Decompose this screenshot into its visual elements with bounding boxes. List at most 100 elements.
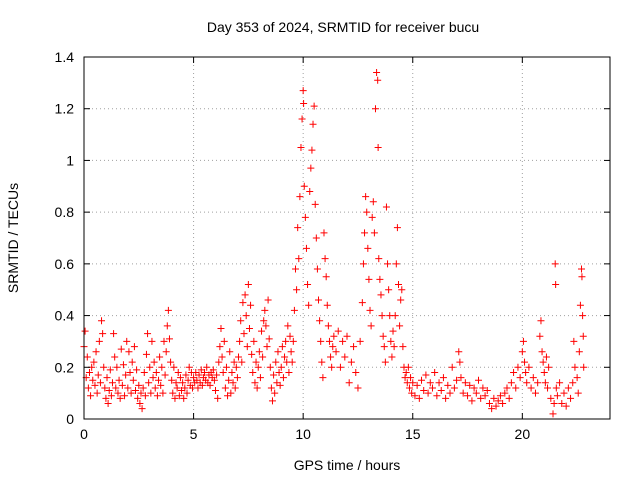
data-point-plus <box>529 374 537 382</box>
data-point-plus <box>305 301 313 309</box>
data-point-plus <box>389 327 397 335</box>
data-point-plus <box>392 260 400 268</box>
data-point-plus <box>241 291 249 299</box>
data-point-plus <box>494 397 502 405</box>
data-point-plus <box>422 371 430 379</box>
data-point-plus <box>368 213 376 221</box>
data-point-plus <box>411 392 419 400</box>
data-point-plus <box>385 286 393 294</box>
data-point-plus <box>102 394 110 402</box>
data-point-plus <box>556 379 564 387</box>
data-point-plus <box>114 389 122 397</box>
data-point-plus <box>397 296 405 304</box>
x-tick-label: 10 <box>295 426 311 442</box>
data-point-plus <box>485 399 493 407</box>
data-point-plus <box>521 358 529 366</box>
data-point-plus <box>247 301 255 309</box>
data-point-plus <box>501 389 509 397</box>
data-point-plus <box>334 327 342 335</box>
data-point-plus <box>227 389 235 397</box>
data-point-plus <box>218 353 226 361</box>
data-point-plus <box>94 371 102 379</box>
data-point-plus <box>140 368 148 376</box>
data-point-plus <box>126 368 134 376</box>
data-point-plus <box>161 371 169 379</box>
data-point-plus <box>518 348 526 356</box>
data-point-plus <box>444 381 452 389</box>
data-point-plus <box>312 234 320 242</box>
data-point-plus <box>213 371 221 379</box>
data-point-plus <box>285 368 293 376</box>
data-point-plus <box>115 376 123 384</box>
data-point-plus <box>229 379 237 387</box>
data-point-plus <box>121 392 129 400</box>
data-point-plus <box>399 343 407 351</box>
data-point-plus <box>145 379 153 387</box>
data-point-plus <box>304 281 312 289</box>
data-point-plus <box>373 69 381 77</box>
data-point-plus <box>352 368 360 376</box>
data-point-plus <box>276 381 284 389</box>
data-point-plus <box>250 337 258 345</box>
data-point-plus <box>490 394 498 402</box>
data-point-plus <box>298 115 306 123</box>
data-point-plus <box>479 384 487 392</box>
data-point-plus <box>185 363 193 371</box>
data-point-plus <box>163 322 171 330</box>
data-point-plus <box>231 384 239 392</box>
data-point-plus <box>236 337 244 345</box>
data-point-plus <box>343 332 351 340</box>
data-point-plus <box>284 322 292 330</box>
data-point-plus <box>437 387 445 395</box>
data-point-plus <box>182 371 190 379</box>
data-point-plus <box>219 368 227 376</box>
data-point-plus <box>265 335 273 343</box>
data-point-plus <box>152 368 160 376</box>
data-point-plus <box>156 353 164 361</box>
data-point-plus <box>398 286 406 294</box>
data-point-plus <box>578 265 586 273</box>
data-point-plus <box>446 389 454 397</box>
data-point-plus <box>162 348 170 356</box>
data-point-plus <box>90 358 98 366</box>
data-point-plus <box>308 146 316 154</box>
data-point-plus <box>328 363 336 371</box>
data-point-plus <box>377 291 385 299</box>
data-point-plus <box>160 337 168 345</box>
data-point-plus <box>388 353 396 361</box>
data-point-plus <box>252 358 260 366</box>
data-point-plus <box>132 387 140 395</box>
data-point-plus <box>365 275 373 283</box>
data-point-plus <box>496 392 504 400</box>
data-point-plus <box>106 366 114 374</box>
data-point-plus <box>263 343 271 351</box>
data-point-plus <box>356 337 364 345</box>
data-point-plus <box>418 376 426 384</box>
data-point-plus <box>146 363 154 371</box>
data-point-plus <box>277 363 285 371</box>
data-point-plus <box>239 299 247 307</box>
data-point-plus <box>100 363 108 371</box>
data-point-plus <box>374 76 382 84</box>
data-point-plus <box>220 337 228 345</box>
data-point-plus <box>123 337 131 345</box>
data-point-plus <box>541 379 549 387</box>
data-point-plus <box>522 368 530 376</box>
data-point-plus <box>282 337 290 345</box>
data-point-plus <box>552 281 560 289</box>
data-point-plus <box>536 332 544 340</box>
data-point-plus <box>315 296 323 304</box>
data-point-plus <box>105 387 113 395</box>
x-tick-label: 5 <box>190 426 198 442</box>
data-point-plus <box>525 363 533 371</box>
data-point-plus <box>428 384 436 392</box>
data-point-plus <box>539 358 547 366</box>
data-point-plus <box>249 368 257 376</box>
data-point-plus <box>299 87 307 95</box>
data-point-plus <box>111 353 119 361</box>
data-point-plus <box>369 198 377 206</box>
data-point-plus <box>87 392 95 400</box>
data-point-plus <box>266 363 274 371</box>
data-point-plus <box>379 332 387 340</box>
data-point-plus <box>472 389 480 397</box>
